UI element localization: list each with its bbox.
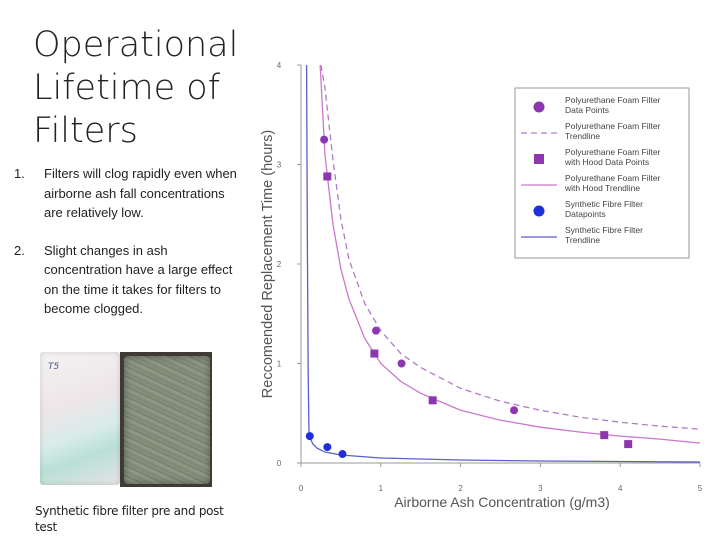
legend-entry-label: Polyurethane Foam Filter with Hood Trendl… — [564, 173, 661, 193]
y-axis-label: Reccomended Replacement Time (hours) — [260, 130, 276, 398]
y-tick-label: 4 — [277, 61, 282, 70]
legend-entry-label: Synthetic Fibre Filter Datapoints — [565, 199, 643, 219]
data-point — [624, 440, 633, 449]
data-point — [397, 359, 406, 368]
bullet-number: 2. — [14, 242, 25, 258]
data-point — [428, 396, 437, 405]
filter-post-test-photo — [124, 356, 210, 484]
photo-caption: Synthetic fibre filter pre and post test — [35, 504, 224, 534]
trendline — [305, 64, 701, 463]
data-point — [320, 135, 329, 144]
data-point — [600, 431, 609, 440]
legend-entry-label: Polyurethane Foam Filter with Hood Data P… — [564, 147, 661, 167]
legend-entry-label: Polyurethane Foam Filter Trendline — [565, 121, 661, 141]
legend-box — [514, 87, 690, 259]
data-point — [372, 326, 381, 335]
data-point — [323, 443, 332, 452]
x-tick-label: 5 — [698, 484, 703, 493]
x-axis-label: Airborne Ash Concentration (g/m3) — [394, 494, 610, 510]
legend-marker-swatch — [533, 205, 545, 217]
filter-pre-test-photo: T5 — [40, 352, 120, 485]
data-point — [338, 450, 347, 459]
y-tick-label: 0 — [277, 459, 282, 468]
legend-entry-label: Polyurethane Foam Filter Data Points — [565, 95, 661, 115]
chart-axes: 0 1 2 3 4 5 0 1 2 3 4 — [277, 61, 703, 493]
filter-photos: T5 — [40, 352, 212, 487]
bullet-text: Slight changes in ash concentration have… — [44, 242, 233, 317]
x-tick-label: 1 — [379, 484, 384, 493]
bullet-text: Filters will clog rapidly even when airb… — [44, 166, 237, 220]
y-tick-label: 2 — [277, 260, 282, 269]
bullet-list: 1. Filters will clog rapidly even when a… — [14, 164, 242, 337]
chart-data-points — [305, 135, 633, 459]
x-tick-label: 4 — [618, 484, 623, 493]
slide-title: Operational Lifetime of Filters — [33, 25, 239, 151]
bullet-item: 2. Slight changes in ash concentration h… — [14, 241, 242, 319]
x-tick-label: 2 — [458, 484, 463, 493]
legend-entry-label: Synthetic Fibre Filter Trendline — [565, 225, 643, 245]
trendline — [320, 64, 701, 430]
chart-legend: Polyurethane Foam Filter Data Points Polyu… — [514, 87, 690, 259]
replacement-time-chart: 0 1 2 3 4 5 0 1 2 3 4 Polyurethane Foam Filter Data… — [260, 61, 703, 510]
data-point — [370, 349, 379, 358]
bullet-number: 1. — [14, 166, 25, 181]
data-point — [510, 406, 519, 415]
legend-marker-swatch — [534, 154, 544, 164]
photo-tag: T5 — [48, 362, 60, 372]
y-tick-label: 1 — [277, 360, 282, 369]
x-tick-label: 0 — [299, 484, 304, 493]
legend-marker-swatch — [533, 101, 545, 113]
data-point — [323, 172, 332, 181]
y-tick-label: 3 — [277, 161, 282, 170]
x-tick-label: 3 — [538, 484, 543, 493]
bullet-item: 1. Filters will clog rapidly even when a… — [14, 164, 242, 223]
data-point — [305, 432, 314, 441]
